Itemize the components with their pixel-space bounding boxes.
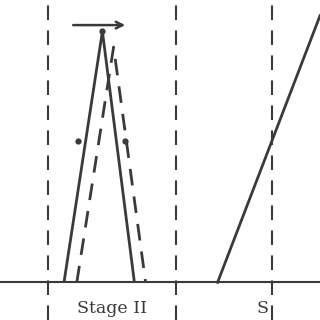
Text: Stage II: Stage II bbox=[77, 300, 147, 316]
Text: S: S bbox=[256, 300, 268, 316]
